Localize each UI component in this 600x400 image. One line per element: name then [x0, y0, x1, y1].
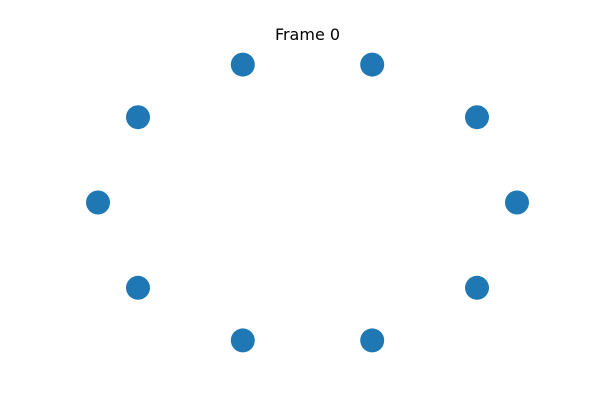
scatter-point-7: [230, 328, 255, 353]
scatter-point-2: [360, 52, 385, 77]
scatter-point-3: [230, 52, 255, 77]
scatter-point-0: [505, 190, 529, 215]
points-layer: [86, 52, 529, 353]
scatter-point-9: [465, 275, 489, 300]
chart-title: Frame 0: [275, 25, 340, 44]
scatter-point-1: [465, 105, 489, 130]
scatter-point-8: [360, 328, 385, 353]
scatter-point-6: [126, 275, 150, 300]
scatter-point-4: [126, 105, 150, 130]
scatter-point-5: [86, 190, 110, 215]
